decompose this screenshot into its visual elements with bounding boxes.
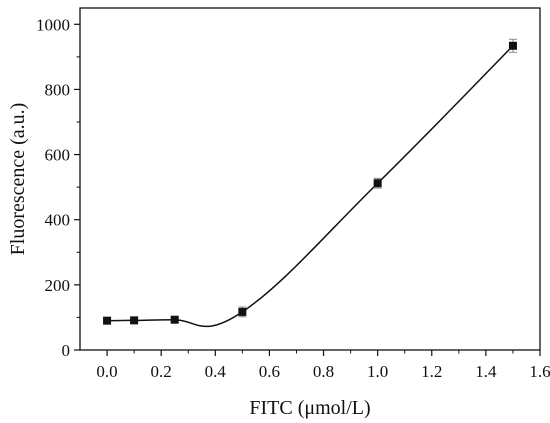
data-point bbox=[170, 315, 179, 324]
axes bbox=[79, 7, 541, 351]
x-tick-label: 1.6 bbox=[529, 362, 550, 381]
x-tick-label: 1.2 bbox=[421, 362, 442, 381]
x-tick-label: 1.4 bbox=[475, 362, 497, 381]
y-axis-title: Fluorescence (a.u.) bbox=[7, 103, 29, 256]
y-tick-label: 200 bbox=[45, 276, 71, 295]
x-tick-label: 0.4 bbox=[205, 362, 227, 381]
y-tick-label: 1000 bbox=[36, 15, 70, 34]
y-tick-label: 0 bbox=[62, 341, 71, 360]
x-tick-label: 1.0 bbox=[367, 362, 388, 381]
data-point bbox=[508, 41, 517, 50]
y-tick-label: 800 bbox=[45, 80, 71, 99]
y-tick-label: 400 bbox=[45, 211, 71, 230]
data-point bbox=[373, 179, 382, 188]
fit-curve bbox=[107, 45, 514, 328]
x-tick-label: 0.6 bbox=[259, 362, 280, 381]
plot-frame bbox=[79, 7, 541, 351]
y-tick-label: 600 bbox=[45, 146, 71, 165]
x-tick-label: 0.8 bbox=[313, 362, 334, 381]
x-tick-label: 0.2 bbox=[151, 362, 172, 381]
data-point bbox=[103, 316, 112, 325]
data-points bbox=[103, 41, 517, 325]
x-axis-ticks: 0.0 0.2 0.4 0.6 0.8 1.0 1.2 1.4 1.6 bbox=[96, 350, 550, 381]
data-point bbox=[130, 316, 139, 325]
y-axis-ticks: 0 200 400 600 800 1000 bbox=[36, 15, 80, 360]
data-point bbox=[238, 307, 247, 316]
error-bars bbox=[103, 38, 517, 324]
x-axis-title: FITC (μmol/L) bbox=[249, 397, 370, 419]
x-tick-label: 0.0 bbox=[96, 362, 117, 381]
